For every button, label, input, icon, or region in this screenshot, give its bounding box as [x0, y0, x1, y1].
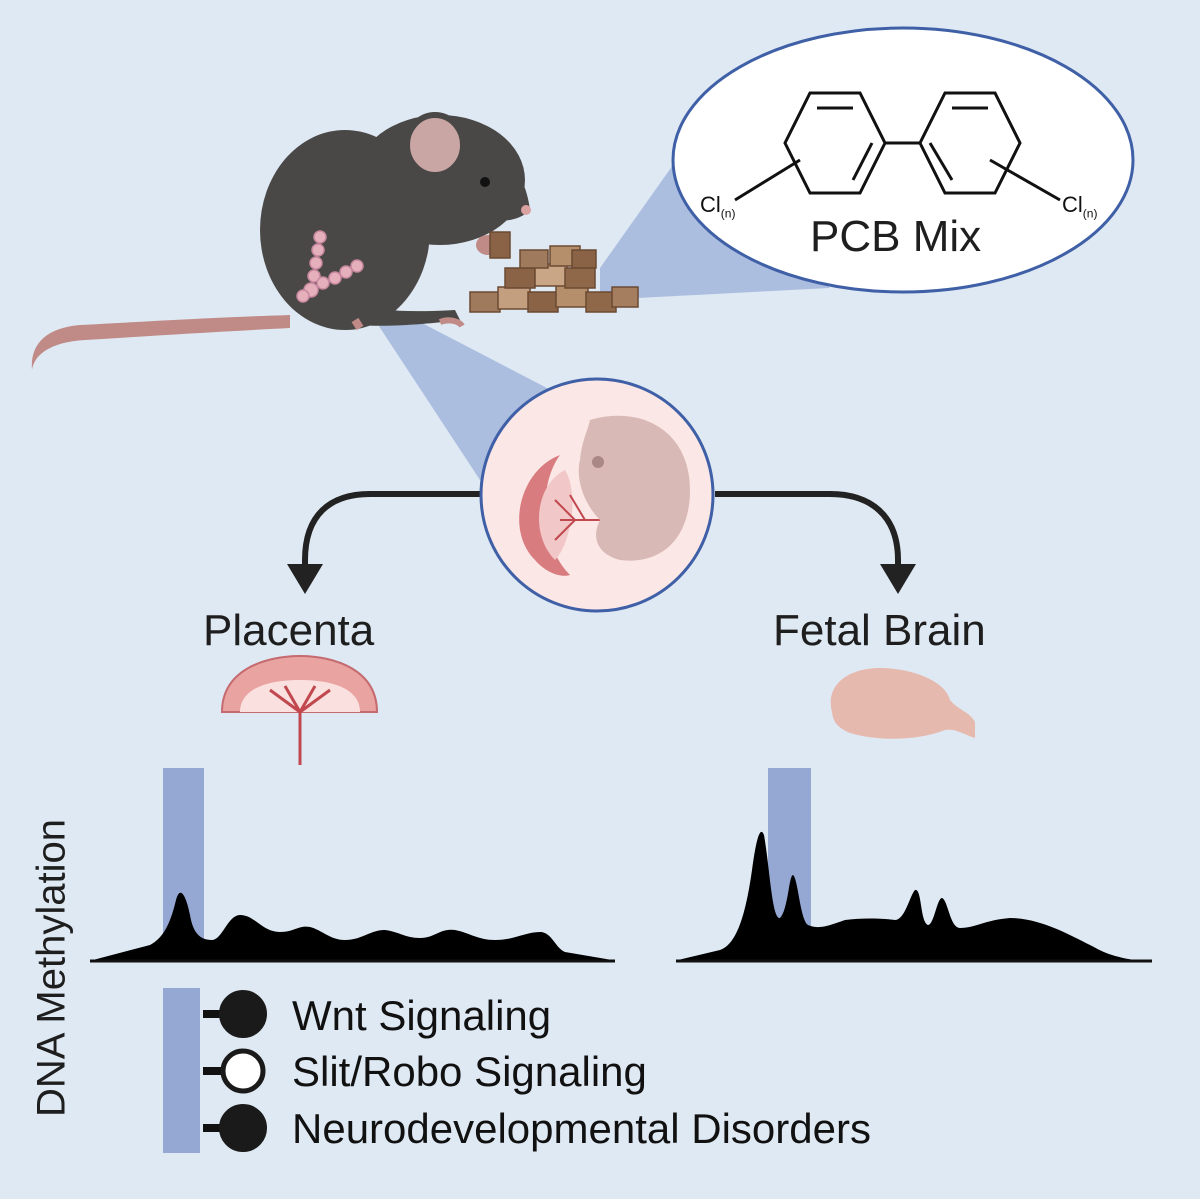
- placenta-label: Placenta: [203, 606, 375, 655]
- arrowhead-placenta: [287, 564, 323, 594]
- y-axis-label: DNA Methylation: [29, 819, 74, 1117]
- pcb-molecule-icon: [734, 91, 1061, 202]
- food-pellets-icon: [469, 231, 639, 313]
- brain-methylation-trace: [678, 831, 1150, 962]
- chlorine-left-label: Cl(n): [700, 192, 736, 221]
- fetal-brain-label: Fetal Brain: [773, 606, 986, 655]
- legend-item-neurodev: Neurodevelopmental Disorders: [292, 1105, 871, 1152]
- placenta-methylation-trace: [93, 892, 612, 960]
- arrow-to-brain: [715, 491, 901, 568]
- placenta-embryo-icon: [519, 415, 690, 576]
- legend-marker-neurodev-icon: [203, 1104, 267, 1152]
- chlorine-right-label: Cl(n): [1062, 192, 1098, 221]
- pcb-mix-label: PCB Mix: [810, 212, 982, 261]
- legend-item-wnt: Wnt Signaling: [292, 992, 552, 1039]
- legend-item-slit-robo: Slit/Robo Signaling: [292, 1048, 647, 1095]
- legend-highlight-bar: [163, 988, 200, 1153]
- arrowhead-brain: [880, 564, 916, 594]
- arrow-to-placenta: [302, 491, 480, 568]
- placenta-icon: [220, 654, 379, 765]
- pcb-ellipse: [671, 26, 1135, 294]
- fetal-brain-icon: [830, 668, 975, 739]
- legend-marker-slit-robo-icon: [203, 1048, 266, 1094]
- legend-marker-wnt-icon: [203, 990, 267, 1038]
- mouse-illustration: [31, 112, 531, 370]
